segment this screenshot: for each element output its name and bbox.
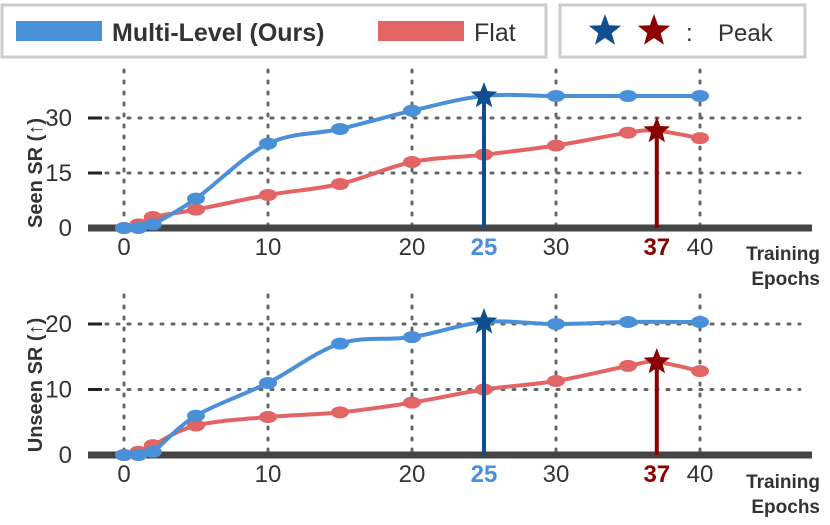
seen-sr-flat-point-30 bbox=[547, 139, 565, 152]
unseen-sr-flat-peak-star-icon bbox=[643, 348, 671, 374]
seen-sr-ytick-label-0: 0 bbox=[59, 215, 72, 242]
legend-label-multi: Multi-Level (Ours) bbox=[112, 19, 325, 47]
unseen-sr-multi-peak-star-icon bbox=[470, 308, 498, 334]
seen-sr-flat-point-15 bbox=[331, 178, 349, 190]
seen-sr-multi-peak-star-icon bbox=[470, 82, 498, 108]
seen-sr-ytick-label-30: 30 bbox=[45, 105, 72, 132]
seen-sr-xlabel-line1: Training bbox=[746, 244, 820, 265]
seen-sr-multi-point-0 bbox=[115, 222, 133, 234]
unseen-sr-multi-point-40 bbox=[691, 316, 709, 329]
seen-sr-flat-point-5 bbox=[187, 203, 205, 216]
unseen-sr-xtick-label-20: 20 bbox=[399, 461, 426, 488]
seen-sr-peak-epoch-label-25: 25 bbox=[471, 234, 498, 261]
unseen-sr-multi-point-5 bbox=[187, 409, 205, 422]
unseen-sr-chart: Unseen SR (↑) Training Epochs 0 10 20 0 10 20… bbox=[25, 293, 820, 518]
unseen-sr-flat-point-35 bbox=[619, 359, 637, 372]
unseen-sr-flat-point-10 bbox=[259, 411, 277, 424]
seen-sr-multi-point-2 bbox=[143, 218, 162, 231]
unseen-sr-ytick-label-20: 20 bbox=[45, 311, 72, 338]
unseen-sr-xtick-label-10: 10 bbox=[255, 461, 282, 488]
unseen-sr-flat-point-15 bbox=[331, 406, 349, 419]
unseen-sr-flat-point-40 bbox=[691, 365, 709, 378]
seen-sr-multi-point-1 bbox=[129, 222, 148, 234]
legend-peak-label: Peak bbox=[718, 20, 774, 47]
seen-sr-chart: Seen SR (↑) Training Epochs 0 15 30 0 10 20 30… bbox=[25, 68, 820, 290]
seen-sr-multi-point-10 bbox=[259, 137, 277, 150]
legend-series: Multi-Level (Ours) Flat bbox=[0, 3, 548, 59]
legend-peak-separator: : bbox=[686, 20, 693, 47]
seen-sr-flat-point-35 bbox=[619, 126, 637, 139]
unseen-sr-multi-point-0 bbox=[115, 449, 133, 461]
seen-sr-flat-point-10 bbox=[259, 189, 277, 201]
seen-sr-peak-epoch-label-37: 37 bbox=[643, 234, 670, 261]
unseen-sr-multi-point-35 bbox=[619, 316, 637, 329]
legend-peak-star-icon-flat bbox=[637, 14, 671, 45]
seen-sr-flat-point-20 bbox=[403, 156, 421, 168]
unseen-sr-multi-point-20 bbox=[403, 331, 421, 344]
seen-sr-ylabel: Seen SR (↑) bbox=[25, 118, 47, 228]
legend-swatch-flat bbox=[378, 21, 464, 41]
unseen-sr-xlabel-line1: Training bbox=[746, 472, 820, 493]
seen-sr-xlabel-line2: Epochs bbox=[751, 269, 820, 290]
unseen-sr-multi-point-15 bbox=[331, 337, 349, 350]
seen-sr-multi-point-40 bbox=[691, 90, 709, 102]
unseen-sr-multi-point-30 bbox=[547, 318, 565, 330]
seen-sr-flat-point-40 bbox=[691, 132, 709, 145]
unseen-sr-ylabel: Unseen SR (↑) bbox=[25, 318, 47, 452]
seen-sr-xtick-label-40: 40 bbox=[687, 234, 714, 261]
unseen-sr-multi-point-2 bbox=[143, 445, 162, 458]
seen-sr-flat-peak-star-icon bbox=[643, 116, 671, 143]
unseen-sr-xtick-label-30: 30 bbox=[543, 461, 570, 488]
seen-sr-ytick-label-15: 15 bbox=[45, 160, 72, 187]
unseen-sr-peak-epoch-label-37: 37 bbox=[643, 461, 670, 488]
unseen-sr-xtick-label-40: 40 bbox=[687, 461, 714, 488]
unseen-sr-ytick-label-10: 10 bbox=[45, 377, 72, 404]
seen-sr-xtick-label-0: 0 bbox=[117, 234, 130, 261]
unseen-sr-peak-epoch-label-25: 25 bbox=[471, 461, 498, 488]
unseen-sr-flat-point-5 bbox=[187, 419, 205, 432]
legend-peak: : Peak bbox=[558, 3, 807, 59]
seen-sr-xtick-label-20: 20 bbox=[399, 234, 426, 261]
legend-swatch-multi bbox=[16, 21, 102, 41]
unseen-sr-multi-point-1 bbox=[129, 449, 148, 461]
seen-sr-xtick-label-30: 30 bbox=[543, 234, 570, 261]
seen-sr-multi-point-30 bbox=[547, 90, 565, 102]
seen-sr-multi-point-35 bbox=[619, 90, 637, 102]
unseen-sr-multi-point-10 bbox=[259, 376, 277, 389]
legend-peak-star-icon-multi bbox=[588, 14, 622, 45]
seen-sr-multi-point-20 bbox=[403, 104, 421, 117]
unseen-sr-flat-point-30 bbox=[547, 374, 565, 387]
legend-label-flat: Flat bbox=[474, 19, 516, 47]
unseen-sr-xlabel-line2: Epochs bbox=[751, 497, 820, 518]
unseen-sr-xtick-label-0: 0 bbox=[117, 461, 130, 488]
unseen-sr-ytick-label-0: 0 bbox=[59, 442, 72, 469]
seen-sr-multi-point-15 bbox=[331, 123, 349, 135]
seen-sr-xtick-label-10: 10 bbox=[255, 234, 282, 261]
unseen-sr-flat-point-20 bbox=[403, 396, 421, 409]
seen-sr-multi-point-5 bbox=[187, 192, 205, 205]
